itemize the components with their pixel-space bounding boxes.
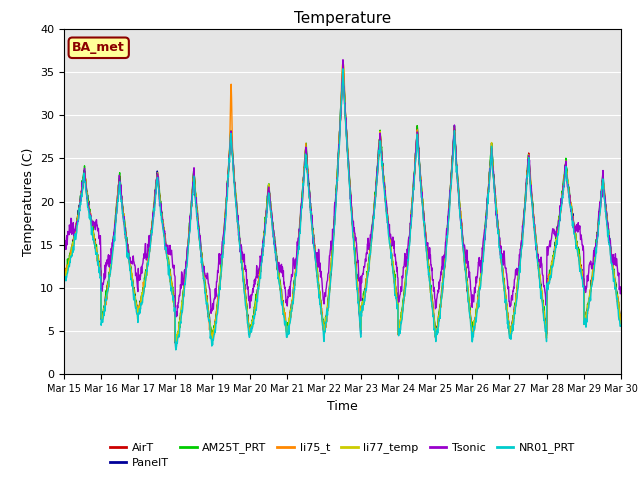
Tsonic (246, 292, 254, 298)
Tsonic (184, 243, 192, 249)
AM25T_PRT (429, 311, 437, 317)
Y-axis label: Temperatures (C): Temperatures (C) (22, 147, 35, 256)
AM25T_PRT (184, 240, 192, 246)
AirT (339, 64, 347, 70)
Line: Tsonic: Tsonic (64, 60, 621, 317)
AirT (170, 300, 178, 305)
li75_t (170, 301, 178, 307)
Line: AirT: AirT (64, 67, 621, 348)
AM25T_PRT (502, 296, 510, 302)
Tsonic (617, 284, 625, 290)
Line: li75_t: li75_t (64, 63, 621, 344)
Text: BA_met: BA_met (72, 41, 125, 54)
Tsonic (172, 314, 180, 320)
AirT (184, 241, 192, 247)
AM25T_PRT (170, 299, 178, 305)
AirT (502, 299, 510, 305)
li75_t (617, 319, 625, 324)
AM25T_PRT (339, 60, 347, 65)
PanelT (429, 311, 437, 316)
li75_t (429, 306, 437, 312)
li75_t (339, 60, 347, 66)
li77_temp (429, 313, 437, 319)
AirT (617, 319, 625, 325)
li77_temp (502, 299, 510, 304)
NR01_PRT (60, 277, 68, 283)
NR01_PRT (502, 307, 510, 312)
AM25T_PRT (617, 320, 625, 325)
PanelT (209, 341, 216, 347)
Legend: AirT, PanelT, AM25T_PRT, li75_t, li77_temp, Tsonic, NR01_PRT: AirT, PanelT, AM25T_PRT, li75_t, li77_te… (105, 438, 580, 472)
li77_temp (170, 300, 178, 305)
AirT (246, 328, 254, 334)
Tsonic (552, 233, 559, 239)
Tsonic (170, 272, 178, 277)
li75_t (246, 324, 254, 330)
AirT (552, 243, 559, 249)
Tsonic (429, 288, 437, 294)
Tsonic (502, 270, 510, 276)
Title: Temperature: Temperature (294, 11, 391, 26)
NR01_PRT (246, 327, 254, 333)
X-axis label: Time: Time (327, 400, 358, 413)
Line: AM25T_PRT: AM25T_PRT (64, 62, 621, 343)
NR01_PRT (552, 248, 559, 253)
NR01_PRT (339, 66, 347, 72)
li77_temp (184, 246, 191, 252)
NR01_PRT (172, 347, 180, 353)
NR01_PRT (170, 309, 178, 314)
Line: NR01_PRT: NR01_PRT (64, 69, 621, 350)
Line: li77_temp: li77_temp (64, 68, 621, 345)
PanelT (502, 299, 510, 304)
li77_temp (617, 321, 625, 326)
AirT (172, 346, 180, 351)
li75_t (184, 242, 191, 248)
AM25T_PRT (246, 324, 254, 329)
li75_t (209, 341, 216, 347)
AM25T_PRT (60, 268, 68, 274)
PanelT (339, 64, 347, 70)
PanelT (170, 298, 178, 304)
AM25T_PRT (552, 240, 559, 245)
PanelT (184, 242, 191, 248)
PanelT (246, 324, 254, 330)
PanelT (552, 239, 559, 245)
AM25T_PRT (172, 340, 179, 346)
li75_t (552, 246, 559, 252)
li77_temp (246, 328, 254, 334)
Tsonic (339, 57, 347, 62)
Tsonic (60, 243, 68, 249)
li75_t (502, 307, 510, 312)
AirT (429, 312, 437, 318)
NR01_PRT (617, 323, 625, 328)
NR01_PRT (429, 312, 437, 318)
PanelT (60, 267, 68, 273)
li77_temp (339, 65, 347, 71)
PanelT (617, 320, 625, 326)
NR01_PRT (184, 246, 192, 252)
li75_t (60, 274, 68, 280)
AirT (60, 269, 68, 275)
Line: PanelT: PanelT (64, 67, 621, 344)
li77_temp (209, 342, 216, 348)
li77_temp (552, 246, 559, 252)
li77_temp (60, 269, 68, 275)
